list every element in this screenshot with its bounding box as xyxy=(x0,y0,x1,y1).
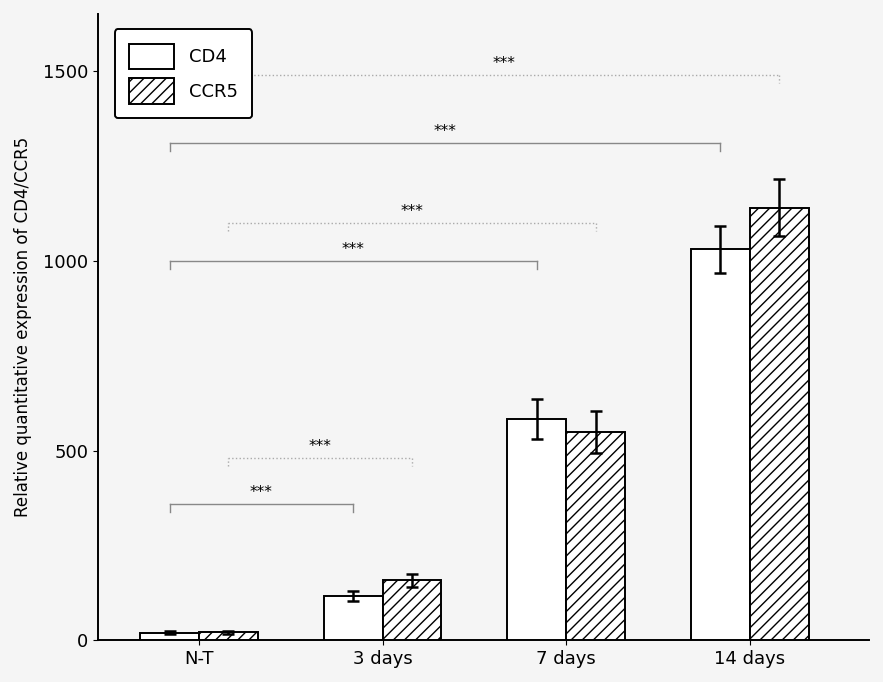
Bar xyxy=(324,595,382,640)
Text: ***: *** xyxy=(493,56,516,71)
Bar xyxy=(140,633,199,640)
Bar xyxy=(750,207,809,640)
Text: ***: *** xyxy=(401,204,424,219)
Bar xyxy=(508,419,566,640)
Y-axis label: Relative quantitative expression of CD4/CCR5: Relative quantitative expression of CD4/… xyxy=(14,137,32,517)
Text: ***: *** xyxy=(250,485,273,500)
Text: ***: *** xyxy=(309,439,332,454)
Text: ***: *** xyxy=(434,124,457,139)
Legend: CD4, CCR5: CD4, CCR5 xyxy=(115,29,253,118)
Bar xyxy=(382,580,442,640)
Bar xyxy=(566,432,625,640)
Bar xyxy=(691,250,750,640)
Text: ***: *** xyxy=(342,242,365,257)
Bar xyxy=(199,632,258,640)
